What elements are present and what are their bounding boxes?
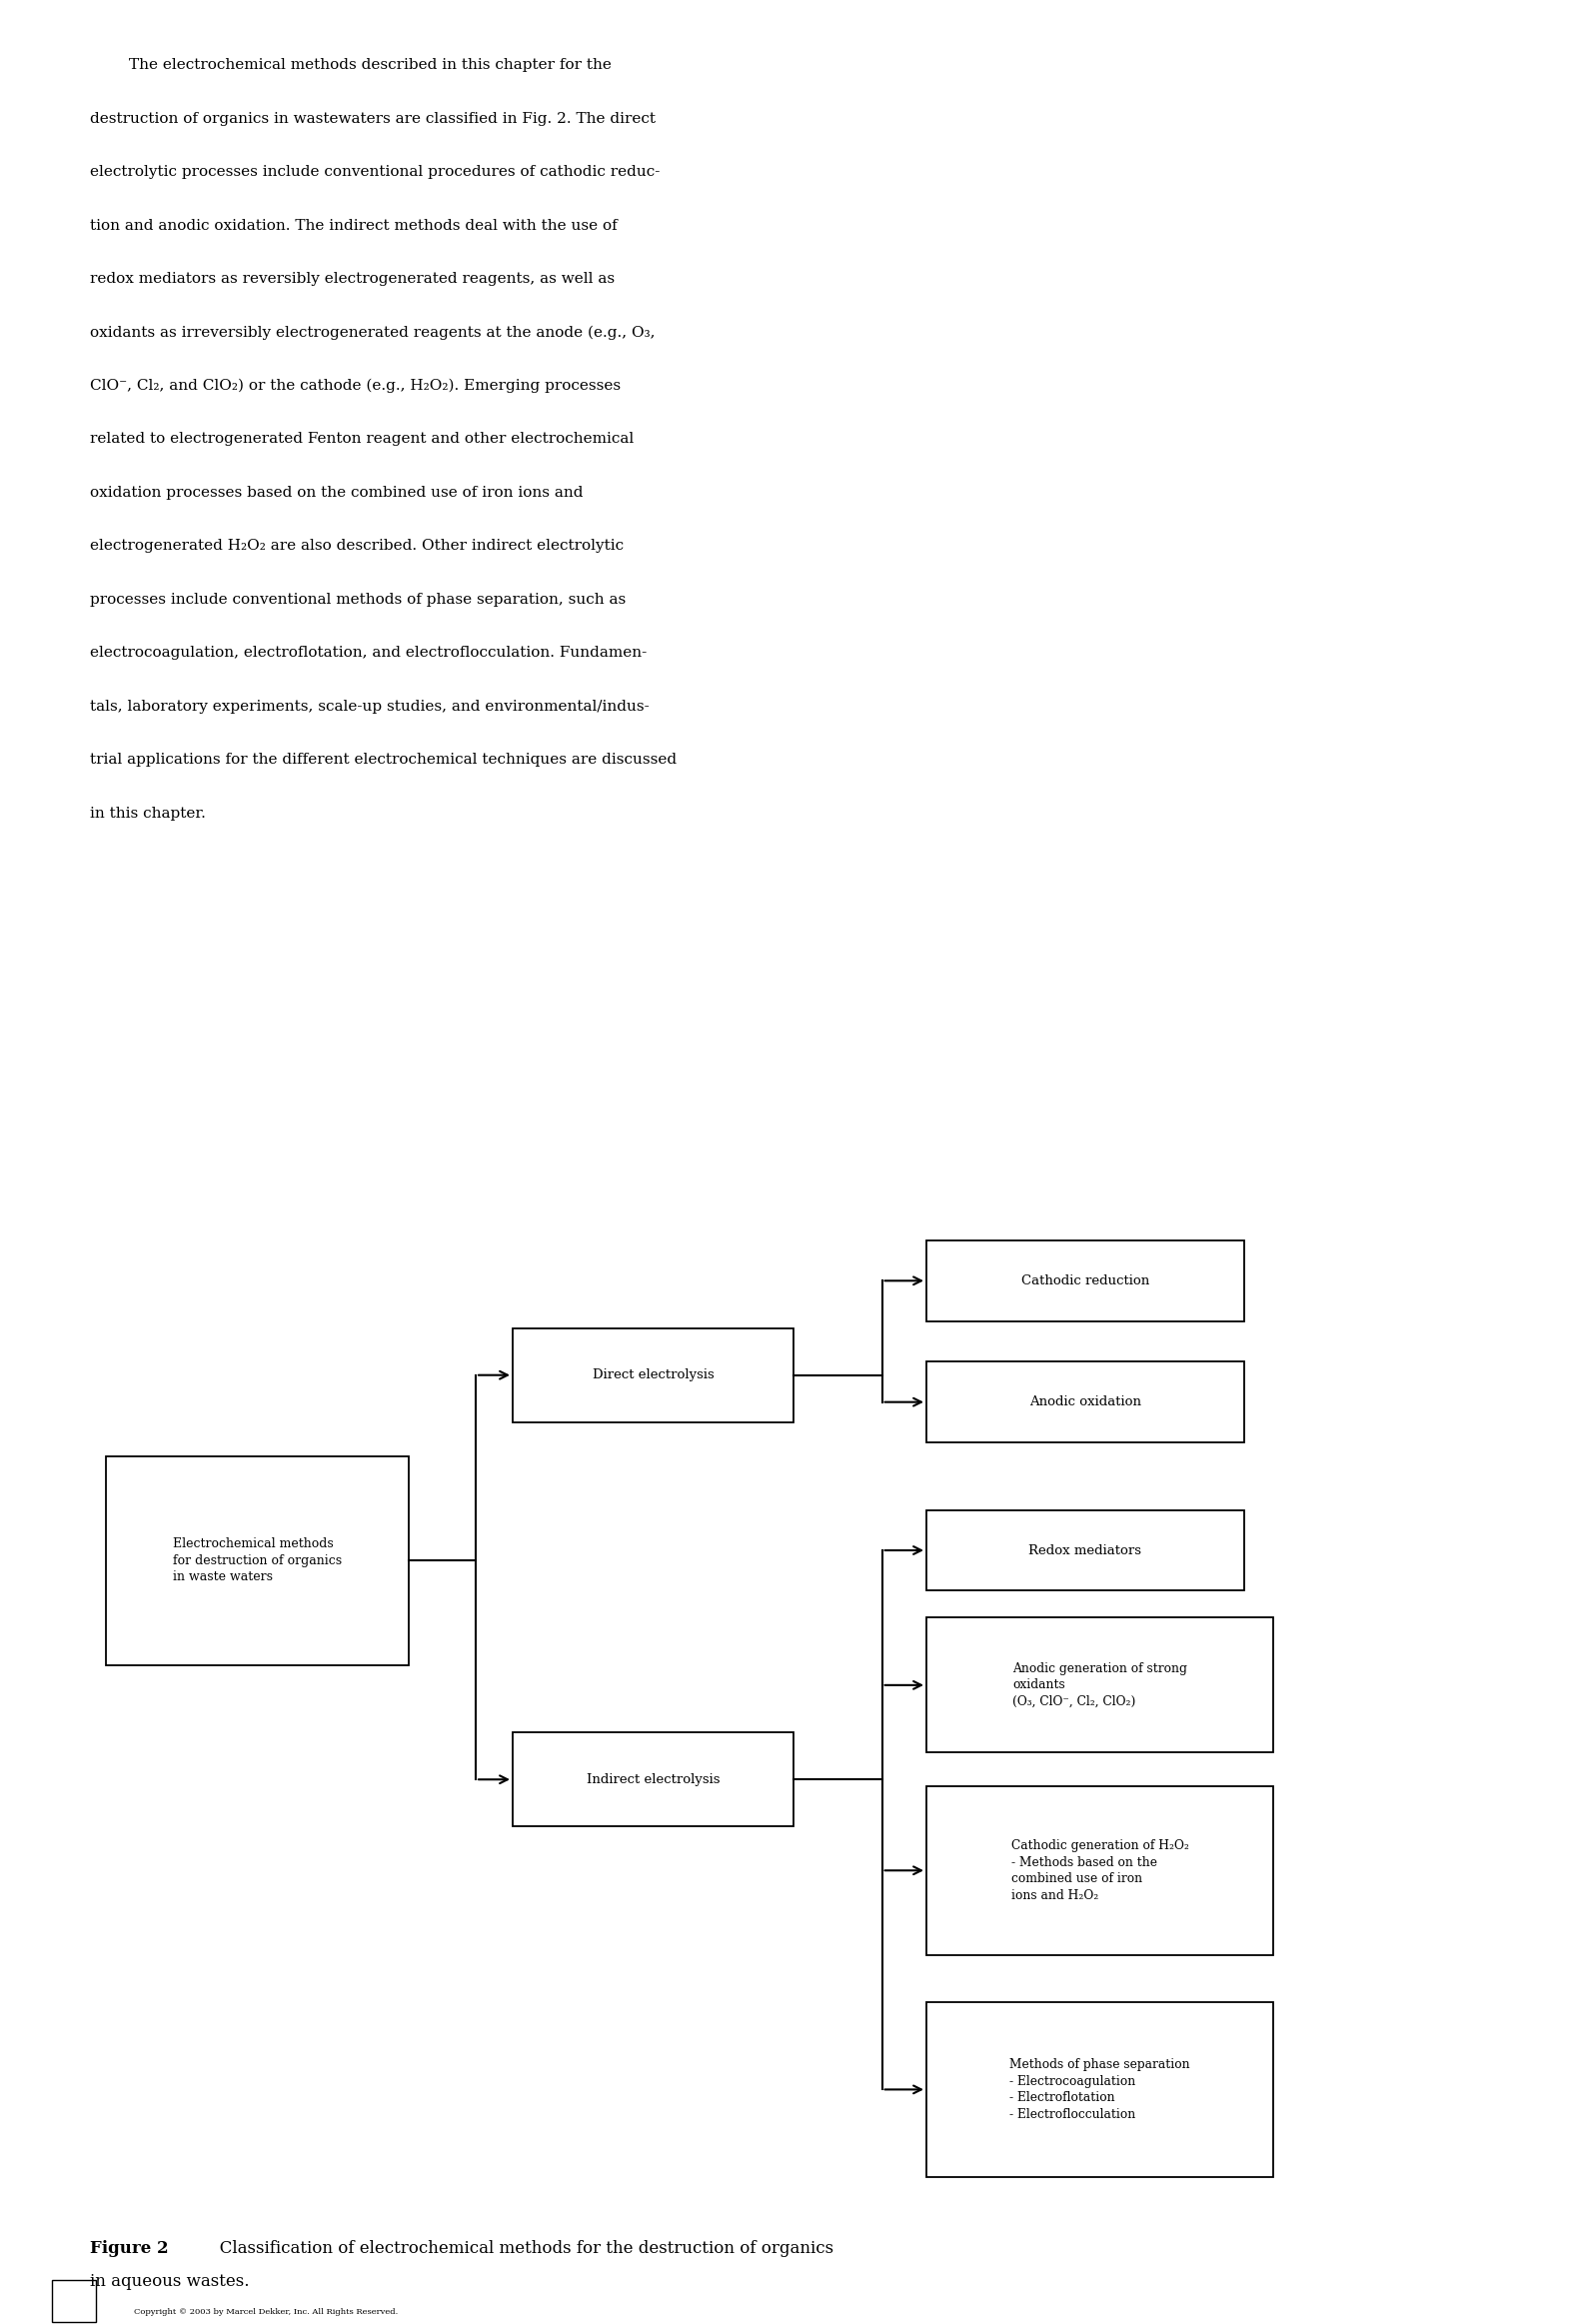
Text: processes include conventional methods of phase separation, such as: processes include conventional methods o… (90, 593, 626, 607)
Bar (926, 2001, 1273, 2178)
Text: electrogenerated H₂O₂ are also described. Other indirect electrolytic: electrogenerated H₂O₂ are also described… (90, 539, 624, 553)
Text: ClO⁻, Cl₂, and ClO₂) or the cathode (e.g., H₂O₂). Emerging processes: ClO⁻, Cl₂, and ClO₂) or the cathode (e.g… (90, 379, 621, 393)
Text: Cathodic reduction: Cathodic reduction (1022, 1274, 1149, 1287)
Text: Copyright © 2003 by Marcel Dekker, Inc. All Rights Reserved.: Copyright © 2003 by Marcel Dekker, Inc. … (134, 2308, 398, 2315)
Text: Cathodic generation of H₂O₂
- Methods based on the
combined use of iron
ions and: Cathodic generation of H₂O₂ - Methods ba… (1011, 1838, 1188, 1901)
Text: in aqueous wastes.: in aqueous wastes. (90, 2273, 248, 2289)
Text: in this chapter.: in this chapter. (90, 806, 206, 820)
Text: Direct electrolysis: Direct electrolysis (593, 1369, 714, 1380)
Text: Classification of electrochemical methods for the destruction of organics: Classification of electrochemical method… (204, 2240, 835, 2257)
Text: electrolytic processes include conventional procedures of cathodic reduc-: electrolytic processes include conventio… (90, 165, 660, 179)
Bar (107, 1455, 409, 1664)
Text: oxidants as irreversibly electrogenerated reagents at the anode (e.g., O₃,: oxidants as irreversibly electrogenerate… (90, 325, 656, 339)
Text: trial applications for the different electrochemical techniques are discussed: trial applications for the different ele… (90, 753, 676, 767)
Bar (926, 1362, 1243, 1443)
Bar (512, 1327, 794, 1422)
Bar (926, 1241, 1243, 1320)
Text: Figure 2: Figure 2 (90, 2240, 168, 2257)
Text: Methods of phase separation
- Electrocoagulation
- Electroflotation
- Electroflo: Methods of phase separation - Electrocoa… (1009, 2059, 1190, 2122)
Text: tals, laboratory experiments, scale-up studies, and environmental/indus-: tals, laboratory experiments, scale-up s… (90, 700, 649, 713)
Bar (52, 2280, 96, 2322)
Text: Indirect electrolysis: Indirect electrolysis (586, 1773, 720, 1785)
Text: Electrochemical methods
for destruction of organics
in waste waters: Electrochemical methods for destruction … (173, 1538, 343, 1583)
Text: Anodic generation of strong
oxidants
(O₃, ClO⁻, Cl₂, ClO₂): Anodic generation of strong oxidants (O₃… (1012, 1662, 1187, 1708)
Bar (926, 1787, 1273, 1954)
Bar (512, 1731, 794, 1827)
Text: tion and anodic oxidation. The indirect methods deal with the use of: tion and anodic oxidation. The indirect … (90, 218, 618, 232)
Bar (926, 1511, 1243, 1592)
Text: destruction of organics in wastewaters are classified in Fig. 2. The direct: destruction of organics in wastewaters a… (90, 112, 656, 125)
Bar (926, 1618, 1273, 1752)
Text: redox mediators as reversibly electrogenerated reagents, as well as: redox mediators as reversibly electrogen… (90, 272, 615, 286)
Text: related to electrogenerated Fenton reagent and other electrochemical: related to electrogenerated Fenton reage… (90, 432, 634, 446)
Text: oxidation processes based on the combined use of iron ions and: oxidation processes based on the combine… (90, 486, 583, 500)
Text: electrocoagulation, electroflotation, and electroflocculation. Fundamen-: electrocoagulation, electroflotation, an… (90, 646, 646, 660)
Text: The electrochemical methods described in this chapter for the: The electrochemical methods described in… (90, 58, 612, 72)
Text: Redox mediators: Redox mediators (1028, 1543, 1141, 1557)
Text: Anodic oxidation: Anodic oxidation (1030, 1397, 1141, 1408)
